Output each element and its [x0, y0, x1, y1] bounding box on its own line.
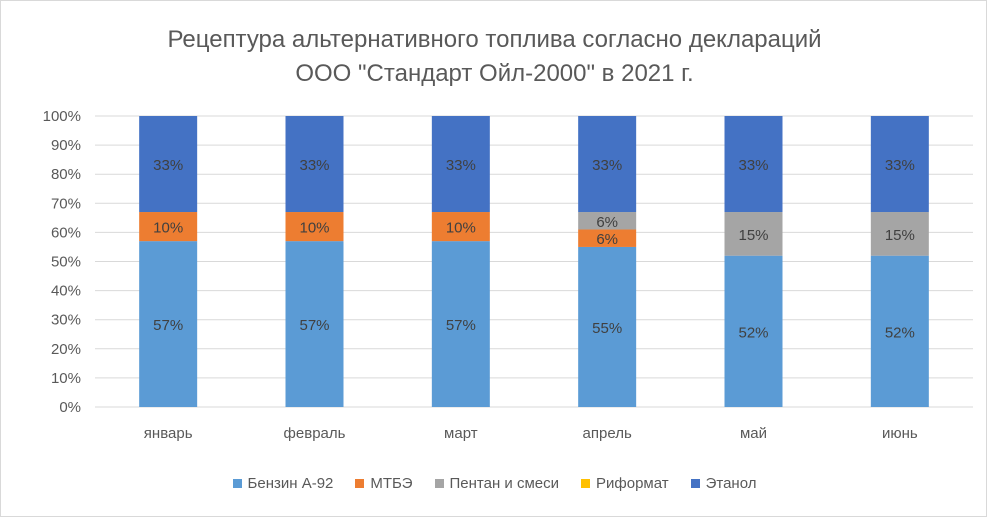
data-label: 57%: [299, 317, 329, 334]
y-tick-label: 80%: [51, 166, 81, 183]
bar-segment: [724, 116, 783, 213]
data-label: 52%: [885, 324, 915, 341]
data-label: 6%: [596, 231, 618, 248]
bar-segment: [139, 212, 198, 242]
data-label: 15%: [885, 227, 915, 244]
bar-segment: [285, 241, 344, 407]
data-label: 10%: [299, 220, 329, 237]
bar-segment: [578, 116, 637, 213]
y-tick-label: 90%: [51, 137, 81, 154]
bar-segment: [724, 212, 783, 256]
legend-swatch: [581, 479, 590, 488]
x-category-label: январь: [144, 425, 193, 442]
bar-segment: [870, 255, 929, 407]
bar-segment: [578, 246, 637, 407]
bar-segment: [139, 241, 198, 407]
bar-segment: [870, 116, 929, 213]
data-label: 10%: [446, 220, 476, 237]
legend: Бензин А-92 МТБЭ Пентан и смеси Риформат Эта…: [1, 475, 987, 492]
data-label: 15%: [738, 227, 768, 244]
bar-segment: [285, 116, 344, 213]
y-tick-label: 30%: [51, 312, 81, 329]
bar-segment: [285, 212, 344, 242]
data-label: 33%: [592, 157, 622, 174]
legend-label: Этанол: [705, 475, 757, 492]
y-tick-label: 10%: [51, 370, 81, 387]
y-tick-label: 50%: [51, 254, 81, 271]
y-tick-label: 70%: [51, 195, 81, 212]
legend-item: МТБЭ: [355, 475, 413, 492]
bar-segment: [431, 212, 490, 242]
legend-label: МТБЭ: [370, 475, 413, 492]
data-label: 6%: [596, 214, 618, 231]
y-tick-label: 60%: [51, 224, 81, 241]
data-label: 33%: [885, 157, 915, 174]
x-category-label: июнь: [882, 425, 918, 442]
bar-segment: [431, 116, 490, 213]
bar-segment: [431, 241, 490, 407]
data-label: 33%: [446, 157, 476, 174]
y-tick-label: 20%: [51, 341, 81, 358]
y-tick-label: 100%: [43, 108, 81, 125]
bar-segment: [870, 212, 929, 256]
x-category-label: апрель: [583, 425, 632, 442]
x-category-label: февраль: [284, 425, 346, 442]
chart-title: Рецептура альтернативного топлива соглас…: [1, 23, 987, 91]
chart-title-line-2: ООО "Стандарт Ойл-2000" в 2021 г.: [295, 60, 694, 87]
bar-segment: [578, 229, 637, 247]
legend-label: Бензин А-92: [247, 475, 334, 492]
data-label: 55%: [592, 320, 622, 337]
data-label: 33%: [153, 157, 183, 174]
data-label: 33%: [738, 157, 768, 174]
data-label: 33%: [299, 157, 329, 174]
x-category-label: май: [740, 425, 767, 442]
y-tick-label: 40%: [51, 283, 81, 300]
bar-segment: [724, 255, 783, 407]
legend-label: Риформат: [596, 475, 669, 492]
legend-swatch: [434, 479, 444, 488]
data-label: 10%: [153, 220, 183, 237]
bar-segment: [578, 212, 637, 230]
legend-swatch: [232, 479, 242, 488]
legend-item: Пентан и смеси: [434, 475, 559, 492]
legend-swatch: [355, 479, 365, 488]
data-label: 52%: [738, 324, 768, 341]
data-label: 57%: [446, 317, 476, 334]
x-category-label: март: [444, 425, 478, 442]
y-tick-label: 0%: [59, 399, 81, 416]
legend-item: Бензин А-92: [232, 475, 334, 492]
data-label: 57%: [153, 317, 183, 334]
legend-swatch: [690, 479, 700, 488]
legend-item: Этанол: [690, 475, 757, 492]
bar-segment: [139, 116, 198, 213]
legend-item: Риформат: [581, 475, 669, 492]
legend-label: Пентан и смеси: [449, 475, 559, 492]
chart-title-line-1: Рецептура альтернативного топлива соглас…: [167, 26, 822, 53]
